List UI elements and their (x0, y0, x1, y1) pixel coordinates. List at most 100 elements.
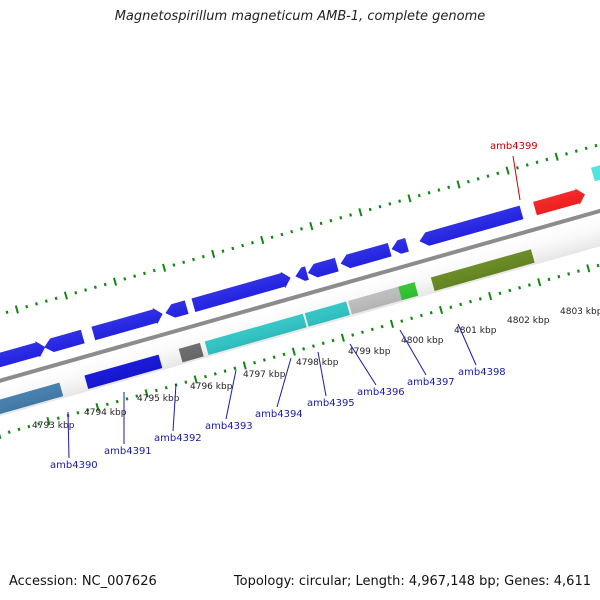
tick-mark (498, 291, 502, 296)
tick-mark (192, 257, 196, 262)
gene-arrow[interactable] (0, 339, 48, 378)
gene-label[interactable]: amb4393 (205, 421, 253, 432)
tick-mark (449, 305, 453, 309)
upper-tick-row (5, 143, 598, 314)
tick-mark (184, 380, 188, 384)
tick-mark (380, 324, 384, 329)
kbp-label: 4796 kbp (190, 382, 233, 392)
gene-label[interactable]: amb4399 (490, 141, 538, 152)
tick-mark (400, 319, 404, 323)
tick-mark (76, 410, 80, 415)
tick-mark (193, 375, 198, 384)
tick-mark (527, 283, 531, 287)
tick-mark (221, 249, 225, 253)
tick-mark (456, 180, 461, 189)
tick-mark (515, 166, 519, 170)
gene-label[interactable]: amb4397 (407, 377, 455, 388)
gene-callout-line (399, 329, 427, 376)
tick-mark (211, 249, 216, 259)
kbp-labels: 4793 kbp 4794 kbp 4795 kbp 4796 kbp 4797 kbp… (32, 307, 600, 431)
tick-mark (410, 316, 414, 321)
gene-arrow[interactable] (191, 270, 293, 314)
kbp-label: 4803 kbp (560, 307, 600, 317)
tick-mark (105, 402, 109, 407)
gene-block-steel[interactable] (0, 382, 64, 420)
tick-mark (378, 204, 382, 209)
tick-mark (84, 288, 88, 292)
tick-mark (223, 369, 227, 373)
tick-mark (340, 333, 345, 342)
gene-arrow[interactable] (390, 238, 409, 256)
gene-arrow[interactable] (339, 242, 392, 270)
tick-mark (291, 347, 296, 356)
tick-mark (505, 166, 510, 175)
gene-label[interactable]: amb4394 (255, 409, 303, 420)
tick-mark (486, 174, 490, 178)
tick-mark (241, 243, 245, 248)
tick-mark (262, 358, 266, 362)
tick-mark (596, 263, 600, 268)
gene-arrow[interactable] (293, 266, 309, 283)
tick-mark (282, 352, 286, 357)
tick-mark (103, 282, 107, 287)
gene-callout-line (349, 343, 377, 386)
lower-tick-row (0, 263, 600, 440)
tick-mark (54, 296, 58, 301)
tick-mark (361, 330, 364, 334)
gene-label[interactable]: amb4396 (357, 387, 405, 398)
tick-mark (25, 304, 29, 309)
tick-mark (339, 216, 343, 220)
gene-arrow[interactable] (42, 329, 85, 354)
tick-mark (35, 302, 38, 306)
tick-mark (358, 208, 363, 217)
gene-block[interactable] (84, 354, 163, 390)
gene-callout-line (512, 155, 521, 201)
tick-mark (321, 341, 325, 346)
gene-arrow-cyan[interactable] (590, 155, 600, 182)
tick-mark (44, 299, 48, 303)
gene-label[interactable]: amb4392 (154, 433, 202, 444)
gene-label[interactable]: amb4391 (104, 446, 152, 457)
kbp-label: 4795 kbp (137, 394, 180, 404)
tick-mark (182, 260, 186, 264)
gene-callout-line (317, 351, 327, 397)
tick-mark (586, 264, 591, 273)
gene-arrow[interactable] (418, 205, 524, 248)
tick-mark (280, 232, 284, 237)
tick-mark (86, 408, 90, 412)
tick-mark (331, 338, 335, 343)
tick-mark (162, 263, 167, 272)
tick-mark (518, 286, 522, 290)
gene-block-grey[interactable] (178, 342, 204, 363)
tick-mark (233, 366, 237, 371)
tick-mark (309, 222, 314, 231)
tick-mark (319, 221, 323, 226)
tick-mark (154, 388, 158, 393)
tick-mark (447, 185, 451, 189)
tick-mark (242, 361, 247, 370)
gene-block-lightgrey[interactable] (348, 286, 402, 315)
tick-mark (115, 399, 119, 404)
tick-mark (557, 274, 561, 279)
tick-mark (63, 291, 68, 300)
gene-arrow-red[interactable] (533, 186, 588, 217)
gene-block-cyan[interactable] (304, 301, 350, 327)
gene-label[interactable]: amb4395 (307, 398, 355, 409)
tick-mark (438, 305, 444, 315)
tick-mark (478, 297, 482, 301)
tick-mark (253, 360, 257, 365)
accession-text: Accession: NC_007626 (9, 574, 157, 589)
tick-mark (231, 246, 235, 251)
tick-mark (14, 305, 19, 314)
tick-mark (535, 160, 539, 164)
gene-label[interactable]: amb4398 (458, 367, 506, 378)
tick-mark (407, 194, 412, 203)
tick-mark (27, 424, 31, 429)
gene-arrow[interactable] (306, 257, 339, 280)
tick-mark (370, 327, 374, 332)
tick-mark (201, 254, 205, 259)
gene-arrow[interactable] (164, 300, 189, 319)
gene-label[interactable]: amb4390 (50, 460, 98, 471)
